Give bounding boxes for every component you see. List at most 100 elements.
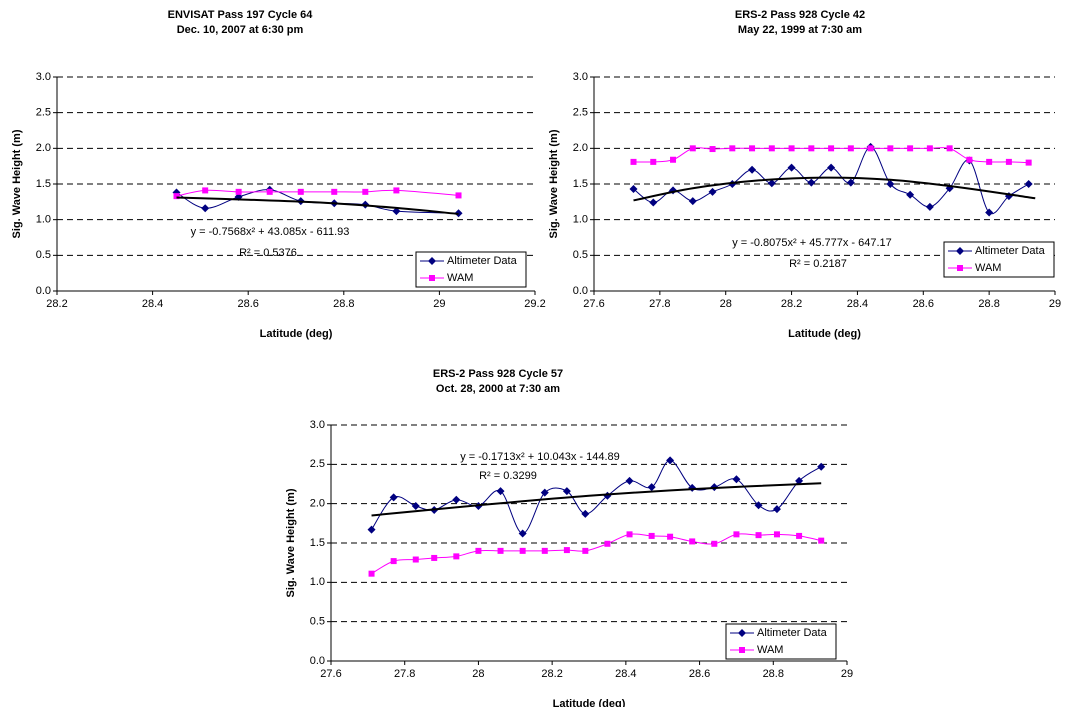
- x-tick-label: 27.6: [583, 298, 604, 310]
- point: [907, 145, 914, 152]
- point: [297, 188, 304, 195]
- legend-label: WAM: [447, 272, 473, 284]
- x-axis-label: Latitude (deg): [260, 328, 333, 340]
- point: [796, 532, 803, 539]
- point: [925, 202, 934, 211]
- point: [582, 547, 589, 554]
- point: [202, 187, 209, 194]
- legend-label: Altimeter Data: [757, 627, 828, 639]
- point: [411, 502, 420, 511]
- y-tick-label: 1.5: [36, 178, 51, 190]
- legend-label: WAM: [975, 262, 1001, 274]
- trendline: [371, 482, 822, 517]
- x-tick-label: 29: [841, 668, 853, 680]
- point: [367, 525, 376, 534]
- point: [795, 476, 804, 485]
- point: [709, 146, 716, 153]
- point: [754, 501, 763, 510]
- x-tick-label: 28.2: [46, 298, 67, 310]
- legend-marker: [739, 647, 745, 653]
- point: [496, 487, 505, 496]
- y-tick-label: 1.0: [36, 214, 51, 226]
- point: [966, 156, 973, 163]
- legend-box: [943, 241, 1055, 278]
- legend-marker: [738, 629, 746, 637]
- legend-marker: [429, 275, 435, 281]
- x-tick-label: 28.8: [333, 298, 354, 310]
- point: [563, 547, 570, 554]
- x-tick-label: 28.8: [763, 668, 784, 680]
- y-tick-label: 0.5: [36, 249, 51, 261]
- trend-r-squared: R² = 0.3299: [479, 470, 537, 482]
- y-tick-label: 1.0: [573, 214, 588, 226]
- point: [581, 509, 590, 518]
- point: [768, 145, 775, 152]
- point: [666, 456, 675, 465]
- chart-title: ERS-2 Pass 928 Cycle 57: [433, 368, 563, 380]
- y-tick-label: 2.0: [573, 142, 588, 154]
- point: [412, 556, 419, 563]
- point: [1025, 159, 1032, 166]
- y-tick-label: 0.0: [36, 285, 51, 297]
- legend-marker: [957, 265, 963, 271]
- point: [455, 192, 462, 199]
- series-line: [371, 533, 822, 575]
- point: [887, 145, 894, 152]
- x-tick-label: 29.2: [524, 298, 545, 310]
- x-tick-label: 28: [472, 668, 484, 680]
- legend-marker: [956, 247, 964, 255]
- x-axis-label: Latitude (deg): [553, 698, 626, 707]
- legend-label: WAM: [757, 644, 783, 656]
- chart-subtitle: Dec. 10, 2007 at 6:30 pm: [177, 24, 304, 36]
- x-tick-label: 28.4: [142, 298, 163, 310]
- point: [431, 554, 438, 561]
- point: [847, 145, 854, 152]
- trend-equation: y = -0.1713x² + 10.043x - 144.89: [460, 451, 620, 463]
- point: [807, 178, 816, 187]
- trendline: [176, 196, 459, 215]
- x-tick-label: 28.6: [913, 298, 934, 310]
- point: [772, 505, 781, 514]
- y-tick-label: 3.0: [573, 71, 588, 83]
- point: [393, 187, 400, 194]
- y-tick-label: 2.0: [36, 142, 51, 154]
- point: [808, 145, 815, 152]
- x-tick-label: 28.4: [615, 668, 636, 680]
- x-tick-label: 28.2: [541, 668, 562, 680]
- x-tick-label: 28: [720, 298, 732, 310]
- y-axis-label: Sig. Wave Height (m): [285, 488, 297, 597]
- y-tick-label: 2.5: [573, 107, 588, 119]
- chart-subtitle: Oct. 28, 2000 at 7:30 am: [436, 383, 560, 395]
- point: [562, 487, 571, 496]
- point: [787, 163, 796, 172]
- chart-title: ENVISAT Pass 197 Cycle 64: [168, 9, 314, 21]
- point: [846, 178, 855, 187]
- point: [173, 193, 180, 200]
- trend-equation: y = -0.8075x² + 45.777x - 647.17: [732, 237, 892, 249]
- point: [985, 208, 994, 217]
- y-tick-label: 2.5: [36, 107, 51, 119]
- point: [626, 531, 633, 538]
- chart: ERS-2 Pass 928 Cycle 57 Oct. 28, 2000 at …: [285, 368, 853, 707]
- y-tick-label: 0.0: [310, 655, 325, 667]
- y-tick-label: 1.0: [310, 576, 325, 588]
- point: [732, 475, 741, 484]
- point: [518, 529, 527, 538]
- point: [827, 163, 836, 172]
- point: [729, 145, 736, 152]
- y-tick-label: 3.0: [36, 71, 51, 83]
- legend: Altimeter Data WAM: [943, 241, 1055, 278]
- trend-r-squared: R² = 0.5376: [239, 247, 297, 259]
- trend-equation: y = -0.7568x² + 43.085x - 611.93: [191, 226, 350, 238]
- point: [708, 187, 717, 196]
- point: [1005, 158, 1012, 165]
- point: [497, 547, 504, 554]
- y-tick-label: 3.0: [310, 419, 325, 431]
- series-line: [371, 459, 822, 535]
- point: [689, 538, 696, 545]
- point: [650, 158, 657, 165]
- point: [689, 145, 696, 152]
- trend-r-squared: R² = 0.2187: [789, 258, 847, 270]
- point: [266, 188, 273, 195]
